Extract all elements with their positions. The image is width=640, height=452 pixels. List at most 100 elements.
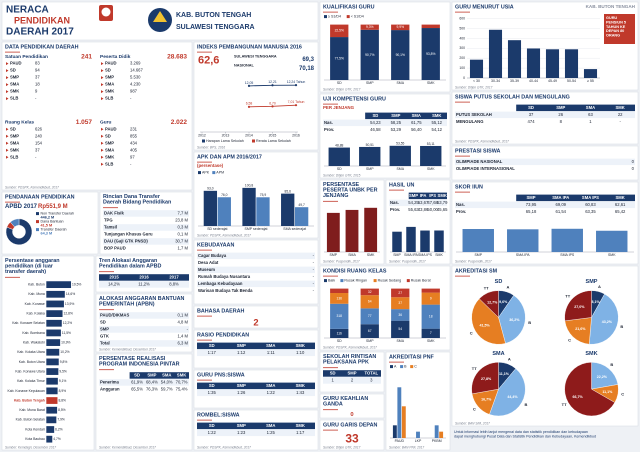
bar: [439, 431, 444, 438]
x-tick-label: SMP: [330, 253, 338, 257]
table-cell: 22: [618, 112, 623, 117]
bar: [545, 49, 560, 78]
panel-title: Tren Alokasi Anggaran Pendidikan dalam AP…: [99, 258, 162, 270]
table-cell: 1: [589, 119, 592, 124]
table-header: SMK: [432, 113, 441, 118]
segment-label: 318: [336, 314, 342, 318]
table-cell: 0,1 M: [178, 232, 189, 237]
table-cell: 73,95: [526, 202, 537, 207]
panel-title: PERSENTASE REALISASI PROGRAM INDONESIA PI…: [99, 356, 180, 368]
x-tick-label: SMP: [366, 81, 374, 85]
table-row-bg: [103, 245, 189, 252]
table-header: SD: [372, 113, 378, 118]
group-label: Satuan Pendidikan: [5, 54, 48, 60]
table-cell: 0,1 M: [178, 313, 189, 318]
group-row-value: 626: [35, 126, 43, 131]
panel-title: HASIL UN: [389, 182, 414, 188]
row-marker: [101, 97, 104, 101]
table-cell: -: [619, 119, 621, 124]
segment-label: 90,1%: [396, 53, 405, 57]
table-row-bg: [197, 389, 315, 397]
x-tick-label: SMP: [393, 253, 401, 257]
bar: [46, 368, 59, 375]
table-cell: 61,9%: [131, 380, 143, 385]
table-cell: -: [187, 327, 189, 332]
table-header: SMK: [296, 383, 305, 388]
table-cell: 30,7 M: [175, 239, 188, 244]
bar: [564, 49, 579, 78]
row-marker: [6, 127, 9, 131]
table-cell: 53,67: [418, 200, 429, 205]
big-number: 33: [345, 431, 359, 445]
bar: [46, 310, 63, 317]
table-row-bg: [455, 165, 635, 173]
table-row-bg: [99, 319, 189, 326]
legend-swatch: [324, 15, 327, 19]
bar: [359, 146, 381, 166]
row-marker: [101, 127, 104, 131]
table-cell: 54,23: [370, 120, 381, 125]
panel-title: SEKOLAH RINTISAN PELAKSANA PPK: [323, 354, 376, 366]
bar: [420, 145, 442, 166]
header-region: KAB. BUTON TENGAH: [176, 12, 251, 19]
bar-value-label: 8,9%: [59, 389, 67, 393]
x-tick-label: SD: [337, 339, 342, 343]
segment-label: 77: [368, 314, 372, 318]
stack-segment: [421, 304, 440, 329]
source-note: Sumber: BAN PNF, 2017: [389, 445, 424, 449]
table-cell: 37: [529, 112, 534, 117]
x-tick-label: < 30: [473, 79, 480, 83]
legend-label: Non Transfer Daerah: [41, 212, 75, 216]
table-cell: 1:22: [208, 430, 217, 435]
table-row-bg: [197, 349, 315, 357]
panel-total: Rp551,9 M: [38, 204, 68, 210]
stack-segment: [360, 295, 379, 309]
segment-label: 64: [368, 300, 372, 304]
segment-label: 27: [398, 291, 402, 295]
stack-segment: [330, 37, 349, 80]
group-row-value: 4.230: [130, 82, 141, 87]
bar-value-label: 53,11: [427, 142, 435, 146]
legend-swatch: [36, 228, 39, 232]
row-marker: [6, 76, 9, 80]
group-row-label: SLB: [105, 96, 113, 101]
category-label: Kab. Konawe Selatan: [12, 321, 45, 325]
bar: [46, 435, 53, 443]
table-cell: Nas.: [390, 200, 399, 205]
segment-label: 77,5%: [335, 56, 344, 60]
group-row-label: SMA: [105, 147, 114, 152]
table-row-bg: [103, 224, 189, 231]
bar: [46, 339, 61, 346]
bar: [434, 425, 439, 438]
donut-value-label: 446,2 M: [41, 215, 55, 219]
bar-value-label: 75,9: [260, 193, 267, 197]
pie-value-label: 21,6%: [575, 327, 586, 331]
big-number: 0: [350, 412, 353, 418]
table-cell: 43,86: [418, 207, 429, 212]
bar: [328, 147, 350, 166]
table-cell: 1:26: [237, 390, 246, 395]
group-row-label: PAUD: [105, 126, 117, 131]
pie-value-label: 12,7%: [487, 301, 498, 305]
table-cell: 60,83: [585, 202, 596, 207]
group-label: Peserta Didik: [100, 54, 131, 60]
table-header: SD: [209, 343, 215, 348]
table-header: SMA: [412, 113, 421, 118]
table-row-bg: [455, 158, 635, 166]
table-cell: 1:10: [296, 350, 305, 355]
group-total: 2.022: [171, 119, 188, 126]
point-label: 6,58: [246, 102, 253, 106]
group-row-value: -: [130, 161, 132, 166]
point-label: 12,05: [245, 81, 254, 85]
x-tick-label: SMA: [396, 339, 404, 343]
category-label: Kab. Konawe: [25, 302, 45, 306]
table-header-bg: [516, 104, 635, 112]
pie-category-label: B: [620, 324, 623, 329]
table-header: SMP: [237, 383, 246, 388]
segment-label: 9: [430, 296, 432, 300]
panel-title: APK DAN APM 2016/2017: [197, 154, 262, 160]
panel: [319, 393, 385, 419]
bar-value-label: 10,9%: [61, 340, 70, 344]
table-cell: 50,00: [427, 207, 438, 212]
row-marker: [101, 76, 104, 80]
